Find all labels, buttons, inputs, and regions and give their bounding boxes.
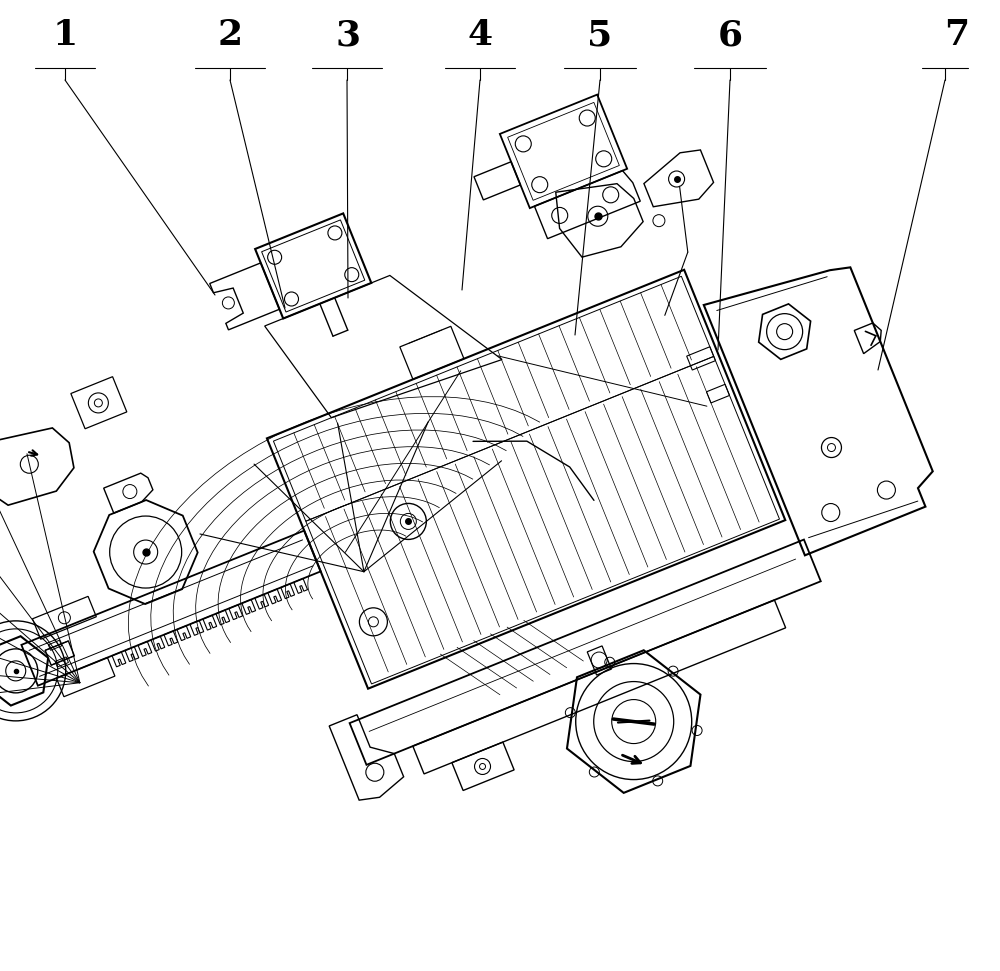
Text: 4: 4 [467,18,493,52]
Text: 7: 7 [944,18,970,52]
Text: 2: 2 [217,18,243,52]
Text: 5: 5 [587,18,613,52]
Text: 1: 1 [52,18,78,52]
Text: 6: 6 [717,18,743,52]
Text: 3: 3 [335,18,361,52]
